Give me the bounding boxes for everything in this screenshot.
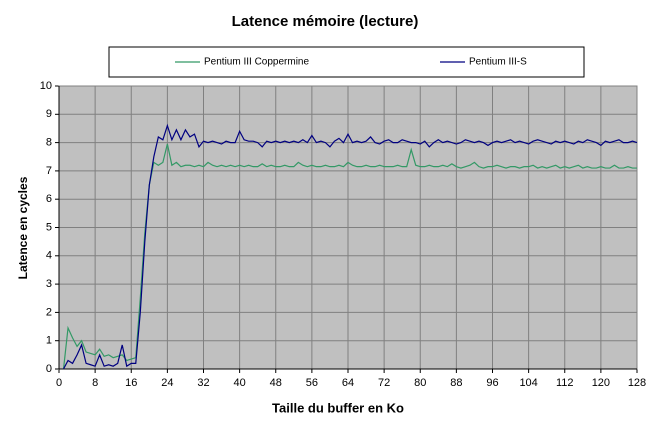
x-tick-label: 56 (306, 377, 318, 389)
y-tick-label: 8 (46, 137, 52, 149)
x-tick-label: 120 (592, 377, 610, 389)
y-tick-label: 6 (46, 193, 52, 205)
legend-label: Pentium III-S (469, 57, 527, 68)
x-tick-label: 24 (161, 377, 173, 389)
y-tick-label: 7 (46, 165, 52, 177)
y-tick-label: 4 (46, 250, 52, 262)
x-tick-label: 72 (378, 377, 390, 389)
x-tick-label: 88 (450, 377, 462, 389)
x-tick-label: 16 (125, 377, 137, 389)
series-line (62, 143, 637, 370)
x-tick-label: 104 (519, 377, 537, 389)
x-tick-label: 8 (92, 377, 98, 389)
y-tick-label: 9 (46, 108, 52, 120)
x-tick-label: 48 (270, 377, 282, 389)
chart-title: Latence mémoire (lecture) (232, 13, 419, 30)
legend-label: Pentium III Coppermine (204, 57, 309, 68)
x-tick-label: 112 (556, 377, 574, 389)
series-line (62, 123, 638, 370)
y-tick-label: 2 (46, 306, 52, 318)
x-tick-label: 64 (342, 377, 354, 389)
y-tick-label: 10 (40, 80, 52, 92)
x-tick-label: 128 (628, 377, 646, 389)
x-tick-label: 80 (414, 377, 426, 389)
y-axis-label: Latence en cycles (16, 176, 30, 279)
x-tick-label: 32 (197, 377, 209, 389)
x-tick-label: 96 (486, 377, 498, 389)
x-tick-label: 40 (234, 377, 246, 389)
y-tick-label: 3 (46, 278, 52, 290)
x-tick-label: 0 (56, 377, 62, 389)
x-axis-label: Taille du buffer en Ko (272, 400, 404, 415)
y-tick-label: 1 (46, 335, 52, 347)
y-tick-label: 0 (46, 363, 52, 375)
y-tick-label: 5 (46, 221, 52, 233)
